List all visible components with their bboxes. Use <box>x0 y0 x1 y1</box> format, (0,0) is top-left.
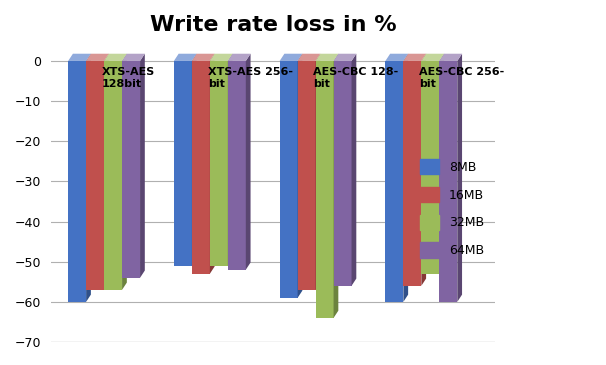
Title: Write rate loss in %: Write rate loss in % <box>150 15 396 35</box>
Polygon shape <box>68 54 91 61</box>
Bar <box>68 61 86 302</box>
Polygon shape <box>86 54 109 61</box>
Polygon shape <box>174 54 196 61</box>
Polygon shape <box>385 54 408 61</box>
Polygon shape <box>351 54 356 286</box>
Bar <box>174 61 192 266</box>
Text: XTS-AES 256-
bit: XTS-AES 256- bit <box>208 67 293 89</box>
Polygon shape <box>333 54 338 318</box>
Polygon shape <box>316 54 338 61</box>
Bar <box>298 61 316 290</box>
Polygon shape <box>439 54 444 274</box>
Polygon shape <box>228 54 233 266</box>
Bar <box>279 61 298 298</box>
Polygon shape <box>421 54 444 61</box>
Polygon shape <box>86 54 91 302</box>
Bar <box>104 61 122 290</box>
Bar <box>210 61 228 266</box>
Polygon shape <box>192 54 215 61</box>
Bar <box>228 61 246 270</box>
Polygon shape <box>246 54 250 270</box>
Bar <box>421 61 439 274</box>
Polygon shape <box>279 54 302 61</box>
Bar <box>316 61 333 318</box>
Polygon shape <box>122 54 127 290</box>
Polygon shape <box>316 54 321 290</box>
Bar <box>404 61 421 286</box>
Polygon shape <box>210 54 233 61</box>
Bar <box>439 61 458 302</box>
Bar <box>333 61 351 286</box>
Text: XTS-AES
128bit: XTS-AES 128bit <box>102 67 155 89</box>
Bar <box>122 61 140 278</box>
Polygon shape <box>104 54 109 290</box>
Polygon shape <box>192 54 196 266</box>
Bar <box>86 61 104 290</box>
Polygon shape <box>404 54 408 302</box>
Polygon shape <box>140 54 145 278</box>
Polygon shape <box>421 54 426 286</box>
Bar <box>192 61 210 274</box>
Polygon shape <box>298 54 321 61</box>
Legend: 8MB, 16MB, 32MB, 64MB: 8MB, 16MB, 32MB, 64MB <box>415 154 489 262</box>
Polygon shape <box>298 54 302 298</box>
Polygon shape <box>458 54 462 302</box>
Polygon shape <box>404 54 426 61</box>
Text: AES-CBC 256-
bit: AES-CBC 256- bit <box>419 67 504 89</box>
Text: AES-CBC 128-
bit: AES-CBC 128- bit <box>313 67 399 89</box>
Polygon shape <box>228 54 250 61</box>
Polygon shape <box>333 54 356 61</box>
Polygon shape <box>439 54 462 61</box>
Bar <box>385 61 404 302</box>
Polygon shape <box>210 54 215 274</box>
Polygon shape <box>104 54 127 61</box>
Polygon shape <box>122 54 145 61</box>
